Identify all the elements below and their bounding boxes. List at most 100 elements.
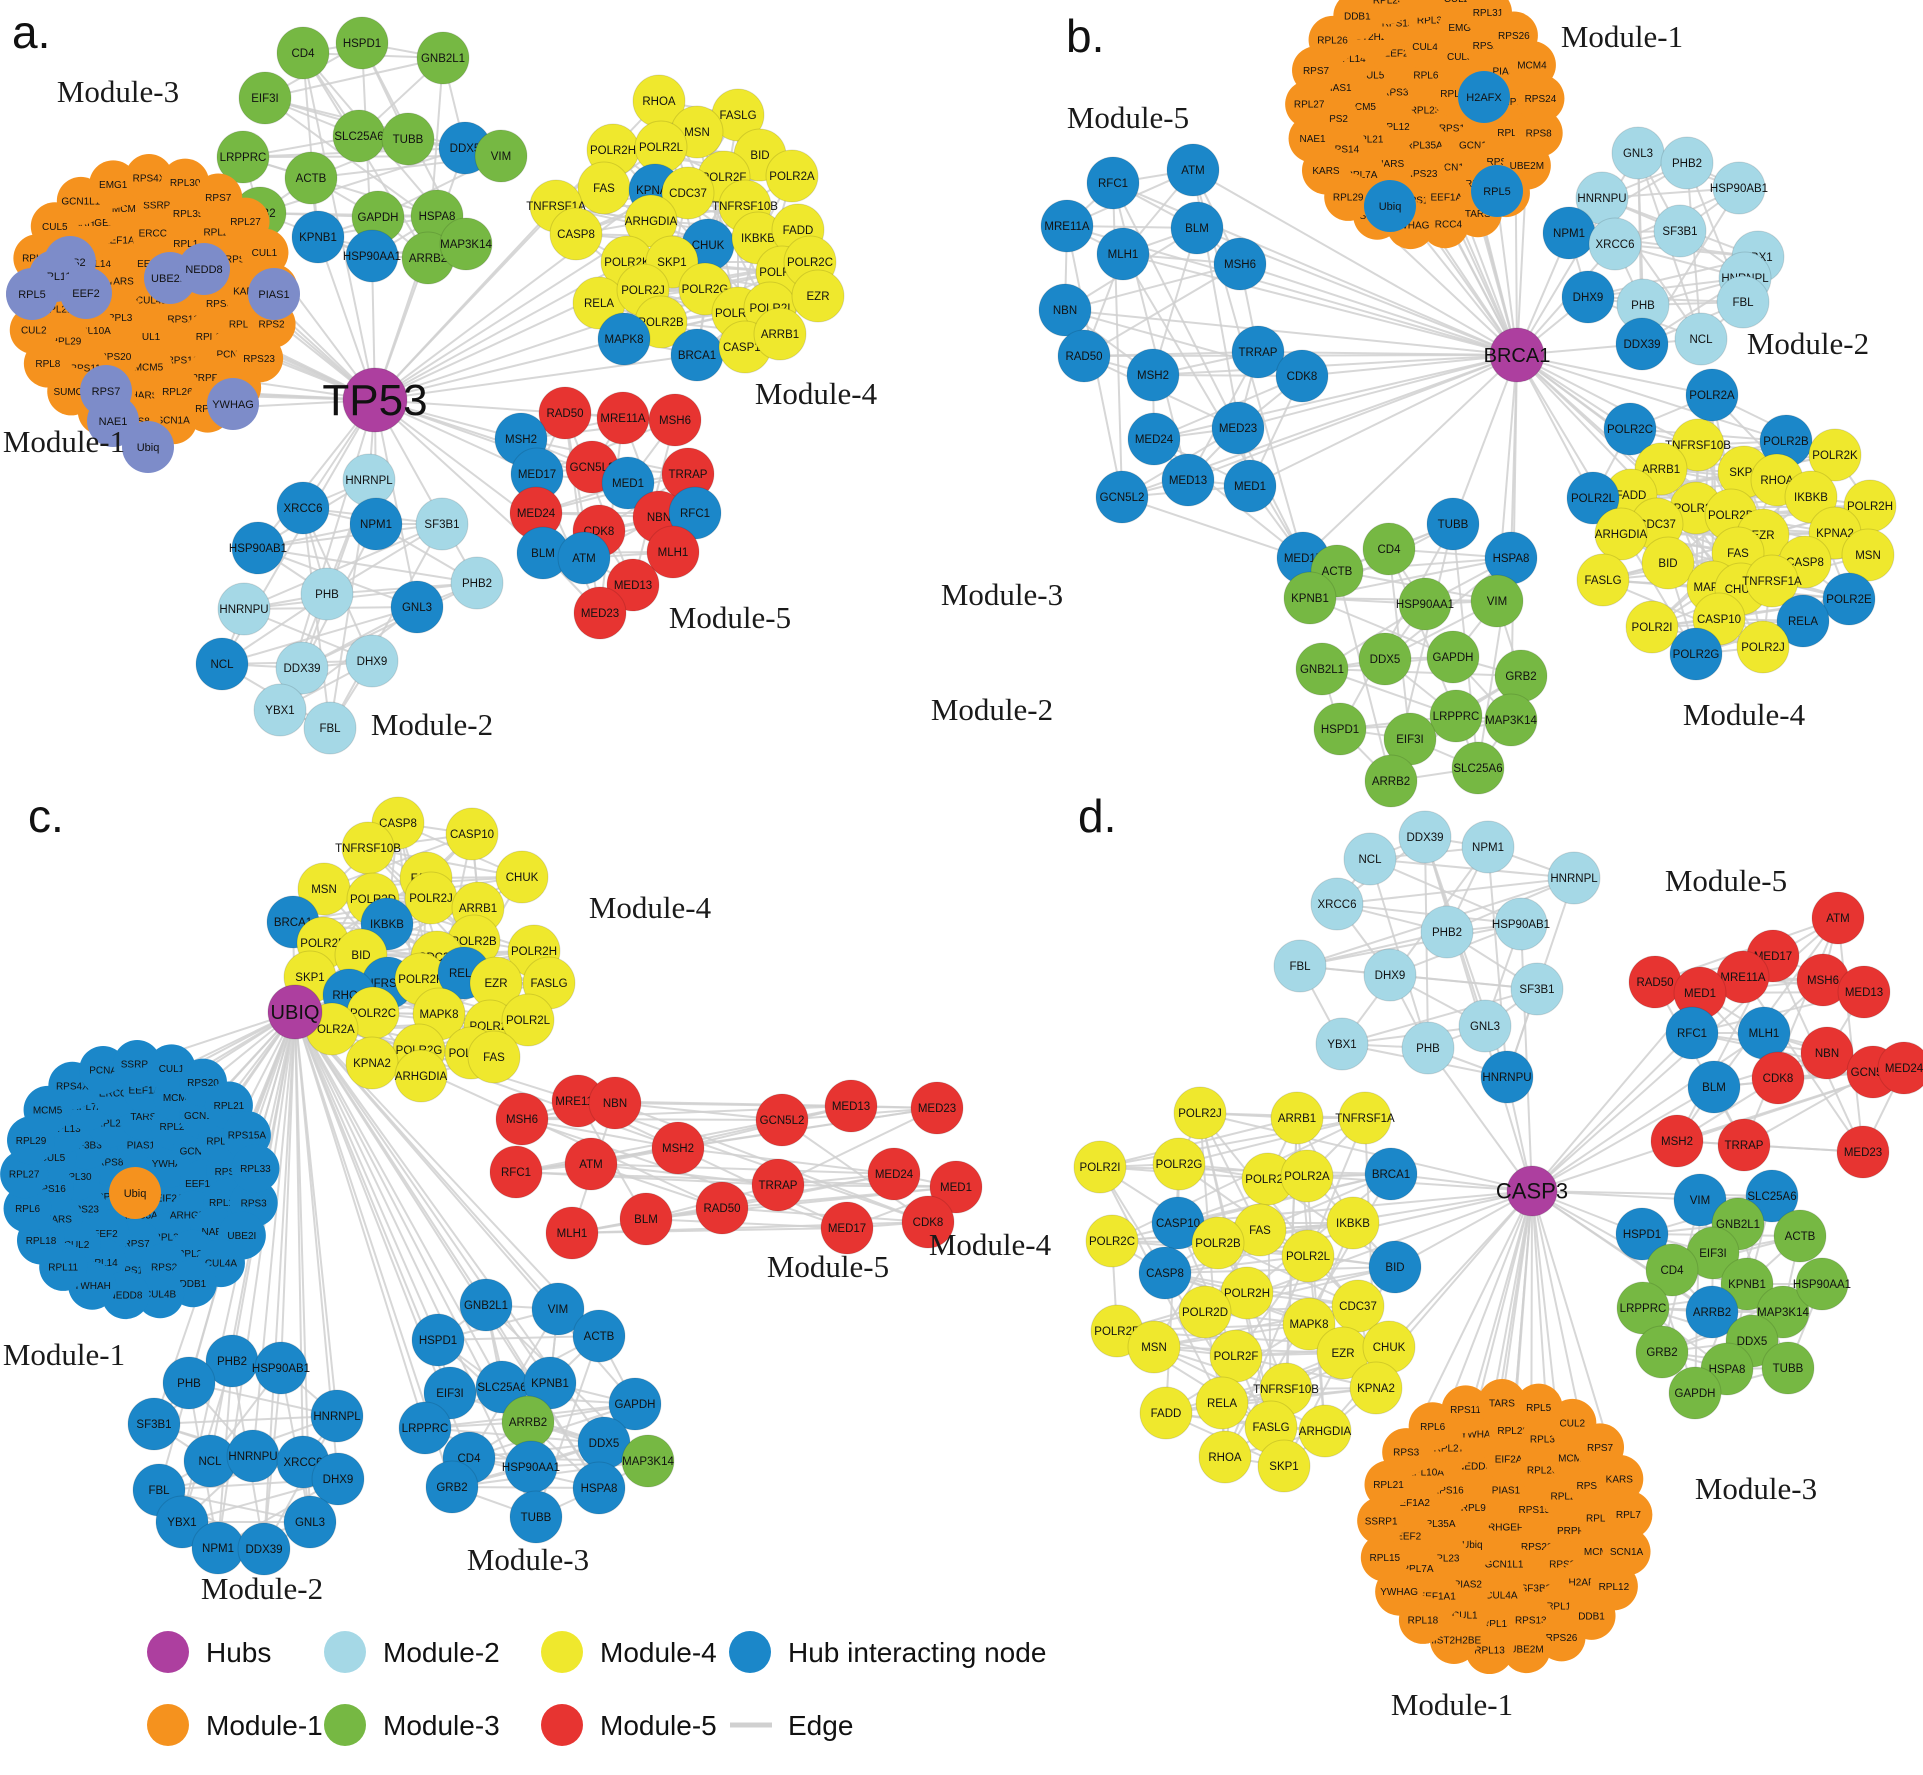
node-XRCC6[interactable]: XRCC6 — [1310, 877, 1364, 931]
node-FASLG[interactable]: FASLG — [1576, 553, 1630, 607]
node-CASP10[interactable]: CASP10 — [445, 807, 499, 861]
node-BLM[interactable]: BLM — [619, 1192, 673, 1246]
node-HSP90AB1[interactable]: HSP90AB1 — [229, 521, 287, 575]
node-YBX1[interactable]: YBX1 — [253, 683, 307, 737]
node-PHB[interactable]: PHB — [162, 1356, 216, 1410]
node-MAPK8[interactable]: MAPK8 — [1282, 1297, 1336, 1351]
node-ARHGDIA[interactable]: ARHGDIA — [1298, 1404, 1352, 1458]
node-GNL3[interactable]: GNL3 — [1458, 999, 1512, 1053]
node-CHUK[interactable]: CHUK — [495, 850, 549, 904]
node-POLR2C[interactable]: POLR2C — [1603, 402, 1657, 456]
node-DDX39[interactable]: DDX39 — [237, 1522, 291, 1576]
node-TARS[interactable]: TARS — [1477, 1379, 1526, 1428]
node-CDK8[interactable]: CDK8 — [1275, 349, 1329, 403]
node-LRPPRC[interactable]: LRPPRC — [1429, 689, 1483, 743]
node-FAS[interactable]: FAS — [1233, 1203, 1287, 1257]
node-PHB2[interactable]: PHB2 — [450, 556, 504, 610]
node-FBL[interactable]: FBL — [1716, 275, 1770, 329]
node-YWHAG[interactable]: YWHAG — [207, 378, 259, 430]
node-MAP3K14[interactable]: MAP3K14 — [621, 1434, 675, 1488]
node-DHX9[interactable]: DHX9 — [345, 634, 399, 688]
node-TUBB[interactable]: TUBB — [1761, 1341, 1815, 1395]
node-BID[interactable]: BID — [1368, 1240, 1422, 1294]
hub-BRCA1[interactable]: BRCA1 — [1484, 327, 1551, 383]
node-IKBKB[interactable]: IKBKB — [1326, 1196, 1380, 1250]
node-POLR2A[interactable]: POLR2A — [765, 149, 819, 203]
node-POLR2F[interactable]: POLR2F — [1209, 1329, 1263, 1383]
node-MED23[interactable]: MED23 — [910, 1081, 964, 1135]
node-RPS24[interactable]: RPS24 — [1516, 74, 1565, 123]
node-EIF3I[interactable]: EIF3I — [238, 71, 292, 125]
node-CASP8[interactable]: CASP8 — [549, 207, 603, 261]
node-MSN[interactable]: MSN — [1127, 1320, 1181, 1374]
node-PHB2[interactable]: PHB2 — [1420, 905, 1474, 959]
hub-CASP3[interactable]: CASP3 — [1496, 1165, 1568, 1217]
node-POLR2D[interactable]: POLR2D — [1178, 1285, 1232, 1339]
node-HNRNPL[interactable]: HNRNPL — [342, 453, 396, 507]
node-GAPDH[interactable]: GAPDH — [1426, 630, 1480, 684]
node-CUL2[interactable]: CUL2 — [9, 306, 58, 355]
node-KPNA2[interactable]: KPNA2 — [1349, 1361, 1403, 1415]
node-LRPPRC[interactable]: LRPPRC — [398, 1401, 452, 1455]
node-TUBB[interactable]: TUBB — [1426, 497, 1480, 551]
node-VIM[interactable]: VIM — [474, 129, 528, 183]
node-HSP90AA1[interactable]: HSP90AA1 — [1396, 577, 1454, 631]
node-MED13[interactable]: MED13 — [824, 1079, 878, 1133]
node-ATM[interactable]: ATM — [564, 1137, 618, 1191]
node-CASP8[interactable]: CASP8 — [1138, 1246, 1192, 1300]
node-ARRB2[interactable]: ARRB2 — [1364, 754, 1418, 808]
node-TRRAP[interactable]: TRRAP — [751, 1158, 805, 1212]
node-MSH2[interactable]: MSH2 — [1650, 1114, 1704, 1168]
node-MED23[interactable]: MED23 — [573, 586, 627, 640]
node-LRPPRC[interactable]: LRPPRC — [1616, 1281, 1670, 1335]
node-UBE2M[interactable]: UBE2M — [1502, 1625, 1551, 1674]
hub-UBIQ[interactable]: UBIQ — [267, 984, 323, 1040]
node-HNRNPU[interactable]: HNRNPU — [217, 582, 271, 636]
node-MED24[interactable]: MED24 — [867, 1147, 921, 1201]
node-HSP90AB1[interactable]: HSP90AB1 — [1710, 161, 1768, 215]
node-BRCA1[interactable]: BRCA1 — [670, 328, 724, 382]
node-GAPDH[interactable]: GAPDH — [1668, 1366, 1722, 1420]
node-MED17[interactable]: MED17 — [510, 447, 564, 501]
node-GAPDH[interactable]: GAPDH — [608, 1377, 662, 1431]
node-RHOA[interactable]: RHOA — [1198, 1430, 1252, 1484]
node-RPL15[interactable]: RPL15 — [1360, 1533, 1409, 1582]
node-RFC1[interactable]: RFC1 — [489, 1145, 543, 1199]
node-MRE11A[interactable]: MRE11A — [596, 391, 650, 445]
node-ARRB2[interactable]: ARRB2 — [1685, 1285, 1739, 1339]
node-SF3B1[interactable]: SF3B1 — [1653, 204, 1707, 258]
node-ARHGDIA[interactable]: ARHGDIA — [624, 194, 678, 248]
node-GNB2L1[interactable]: GNB2L1 — [1295, 642, 1349, 696]
node-HNRNPL[interactable]: HNRNPL — [310, 1389, 364, 1443]
node-HNRNPU[interactable]: HNRNPU — [226, 1429, 280, 1483]
node-CDK8[interactable]: CDK8 — [1751, 1051, 1805, 1105]
node-EMG1[interactable]: EMG1 — [89, 160, 138, 209]
node-RPL5[interactable]: RPL5 — [6, 268, 58, 320]
node-HSP90AA1[interactable]: HSP90AA1 — [502, 1440, 560, 1494]
node-RELA[interactable]: RELA — [1195, 1376, 1249, 1430]
node-LRPPRC[interactable]: LRPPRC — [216, 130, 270, 184]
node-MSH6[interactable]: MSH6 — [648, 393, 702, 447]
node-EZR[interactable]: EZR — [791, 269, 845, 323]
node-YBX1[interactable]: YBX1 — [155, 1495, 209, 1549]
node-RPL33[interactable]: RPL33 — [231, 1144, 280, 1193]
node-NCL[interactable]: NCL — [195, 637, 249, 691]
node-GNB2L1[interactable]: GNB2L1 — [416, 31, 470, 85]
node-POLR2I[interactable]: POLR2I — [1073, 1140, 1127, 1194]
node-RPL7[interactable]: RPL7 — [1604, 1490, 1653, 1539]
node-HSPD1[interactable]: HSPD1 — [1615, 1207, 1669, 1261]
node-TNFRSF1A[interactable]: TNFRSF1A — [1335, 1091, 1395, 1145]
node-MSN[interactable]: MSN — [297, 862, 351, 916]
node-SLC25A6[interactable]: SLC25A6 — [1451, 741, 1505, 795]
node-DHX9[interactable]: DHX9 — [1561, 270, 1615, 324]
node-NCL[interactable]: NCL — [1343, 832, 1397, 886]
node-ATM[interactable]: ATM — [557, 531, 611, 585]
node-GRB2[interactable]: GRB2 — [425, 1460, 479, 1514]
node-POLR2G[interactable]: POLR2G — [678, 262, 732, 316]
node-MSH2[interactable]: MSH2 — [651, 1121, 705, 1175]
node-H2AFX[interactable]: H2AFX — [1458, 71, 1510, 123]
node-HNRNPL[interactable]: HNRNPL — [1547, 851, 1601, 905]
node-KPNB1[interactable]: KPNB1 — [291, 210, 345, 264]
node-MSH2[interactable]: MSH2 — [1126, 348, 1180, 402]
node-NCL[interactable]: NCL — [1674, 312, 1728, 366]
